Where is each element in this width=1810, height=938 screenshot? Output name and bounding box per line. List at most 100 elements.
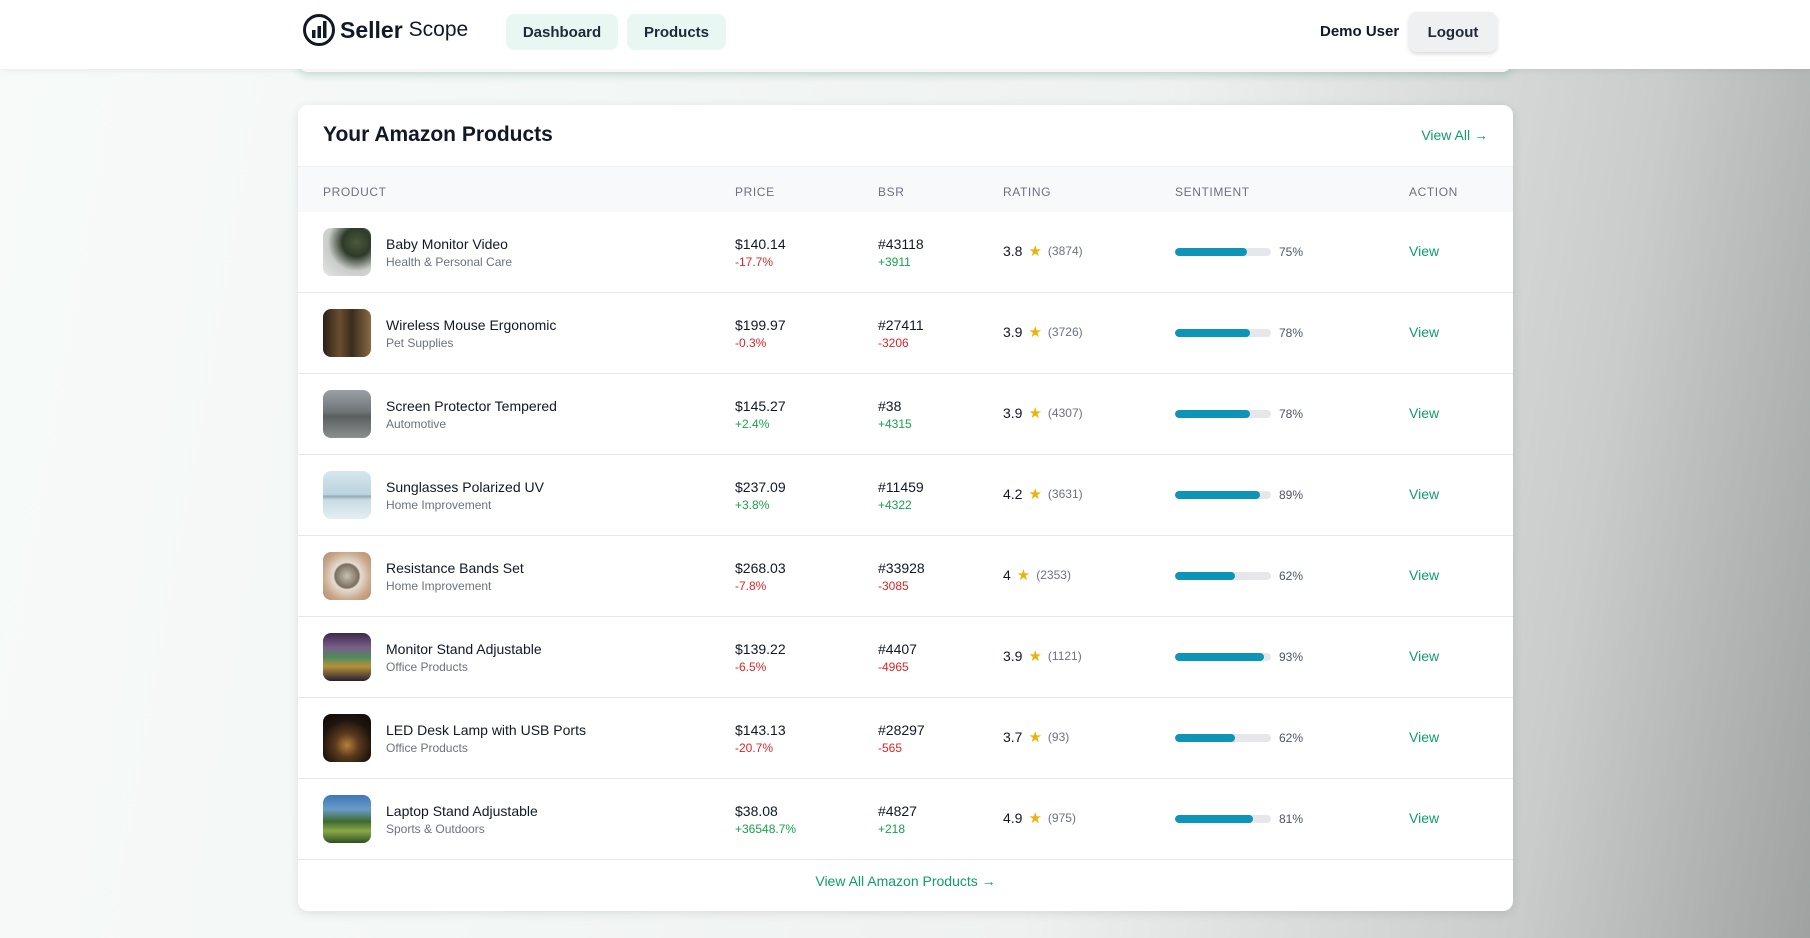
sentiment-bar: [1175, 329, 1271, 337]
sentiment-percent: 93%: [1279, 650, 1304, 664]
logo-text-strong: Seller: [340, 16, 403, 43]
product-category: Office Products: [386, 660, 468, 674]
sentiment-bar-fill: [1175, 815, 1253, 823]
view-product-link[interactable]: View: [1409, 405, 1440, 421]
price-change: -17.7%: [735, 255, 774, 269]
price-change: -6.5%: [735, 660, 767, 674]
rating-value: 4: [1003, 567, 1011, 583]
rating-value: 3.9: [1003, 648, 1023, 664]
sentiment-bar: [1175, 653, 1271, 661]
price-change: +36548.7%: [735, 822, 797, 836]
view-product-link[interactable]: View: [1409, 729, 1440, 745]
product-bsr: #28297: [878, 722, 925, 738]
sentiment-percent: 81%: [1279, 812, 1304, 826]
bsr-change: -3085: [878, 579, 909, 593]
column-header-product: PRODUCT: [323, 185, 387, 199]
star-icon: ★: [1028, 809, 1042, 827]
sentiment-percent: 62%: [1279, 731, 1304, 745]
star-icon: ★: [1028, 485, 1042, 503]
view-product-link[interactable]: View: [1409, 648, 1440, 664]
app-logo[interactable]: Seller Scope: [302, 13, 468, 47]
product-name: Wireless Mouse Ergonomic: [386, 317, 557, 333]
product-bsr: #43118: [878, 236, 924, 252]
product-category: Automotive: [386, 417, 447, 431]
table-row: Baby Monitor Video Health & Personal Car…: [298, 212, 1513, 293]
review-count: (4307): [1047, 406, 1083, 420]
top-navigation-bar: Seller Scope Dashboard Products Demo Use…: [0, 0, 1810, 69]
sentiment-bar-fill: [1175, 248, 1247, 256]
product-thumbnail: [323, 471, 371, 519]
sentiment-bar: [1175, 491, 1271, 499]
view-all-link[interactable]: View All →: [1421, 127, 1488, 143]
view-product-link[interactable]: View: [1409, 567, 1440, 583]
product-rating: 3.9 ★ (3726): [1003, 324, 1083, 340]
table-row: Laptop Stand Adjustable Sports & Outdoor…: [298, 779, 1513, 860]
sentiment-bar: [1175, 815, 1271, 823]
sentiment-percent: 62%: [1279, 569, 1304, 583]
nav-products-button[interactable]: Products: [627, 14, 726, 50]
product-name: Screen Protector Tempered: [386, 398, 557, 414]
product-bsr: #4827: [878, 803, 917, 819]
sentiment-bar-fill: [1175, 329, 1250, 337]
view-all-products-link[interactable]: View All Amazon Products →: [815, 873, 996, 889]
star-icon: ★: [1016, 566, 1031, 584]
bsr-change: +3911: [878, 255, 911, 269]
product-category: Pet Supplies: [386, 336, 454, 350]
bsr-change: +218: [878, 822, 906, 836]
sentiment-percent: 78%: [1279, 326, 1304, 340]
product-thumbnail: [323, 228, 371, 276]
product-rating: 3.7 ★ (93): [1003, 729, 1069, 745]
product-price: $268.03: [735, 560, 786, 576]
sentiment-bar-fill: [1175, 491, 1261, 499]
nav-dashboard-button[interactable]: Dashboard: [506, 14, 618, 50]
bsr-change: -4965: [878, 660, 909, 674]
sentiment-bar-fill: [1175, 572, 1235, 580]
sentiment-bar: [1175, 410, 1271, 418]
sentiment-bar: [1175, 734, 1271, 742]
review-count: (975): [1047, 811, 1076, 825]
card-title: Your Amazon Products: [323, 123, 553, 146]
price-change: +3.8%: [735, 498, 770, 512]
view-product-link[interactable]: View: [1409, 810, 1440, 826]
view-product-link[interactable]: View: [1409, 486, 1440, 502]
product-name: Baby Monitor Video: [386, 236, 508, 252]
table-row: Screen Protector Tempered Automotive $14…: [298, 374, 1513, 455]
product-name: Sunglasses Polarized UV: [386, 479, 544, 495]
product-rating: 3.9 ★ (4307): [1003, 405, 1083, 421]
rating-value: 3.9: [1003, 324, 1023, 340]
amazon-products-card: Your Amazon Products View All → PRODUCT …: [298, 105, 1513, 911]
price-change: -7.8%: [735, 579, 767, 593]
view-product-link[interactable]: View: [1409, 243, 1440, 259]
table-row: Monitor Stand Adjustable Office Products…: [298, 617, 1513, 698]
logout-button[interactable]: Logout: [1409, 12, 1497, 52]
review-count: (3726): [1047, 325, 1083, 339]
product-bsr: #4407: [878, 641, 917, 657]
product-table-body: Baby Monitor Video Health & Personal Car…: [298, 212, 1513, 860]
product-category: Office Products: [386, 741, 468, 755]
product-category: Health & Personal Care: [386, 255, 513, 269]
sentiment-bar-fill: [1175, 734, 1235, 742]
product-price: $237.09: [735, 479, 786, 495]
rating-value: 3.9: [1003, 405, 1023, 421]
product-price: $38.08: [735, 803, 778, 819]
product-rating: 4.9 ★ (975): [1003, 810, 1076, 826]
star-icon: ★: [1028, 323, 1042, 341]
sentiment-bar: [1175, 248, 1271, 256]
product-thumbnail: [323, 795, 371, 843]
star-icon: ★: [1028, 728, 1042, 746]
price-change: -20.7%: [735, 741, 774, 755]
rating-value: 4.9: [1003, 810, 1023, 826]
product-category: Home Improvement: [386, 579, 492, 593]
product-thumbnail: [323, 552, 371, 600]
star-icon: ★: [1028, 404, 1042, 422]
view-product-link[interactable]: View: [1409, 324, 1440, 340]
table-row: Sunglasses Polarized UV Home Improvement…: [298, 455, 1513, 536]
product-name: Laptop Stand Adjustable: [386, 803, 538, 819]
column-header-rating: RATING: [1003, 185, 1052, 199]
bsr-change: +4315: [878, 417, 912, 431]
bsr-change: -565: [878, 741, 903, 755]
table-row: Resistance Bands Set Home Improvement $2…: [298, 536, 1513, 617]
column-header-sentiment: SENTIMENT: [1175, 185, 1250, 199]
sentiment-bar: [1175, 572, 1271, 580]
product-price: $145.27: [735, 398, 786, 414]
